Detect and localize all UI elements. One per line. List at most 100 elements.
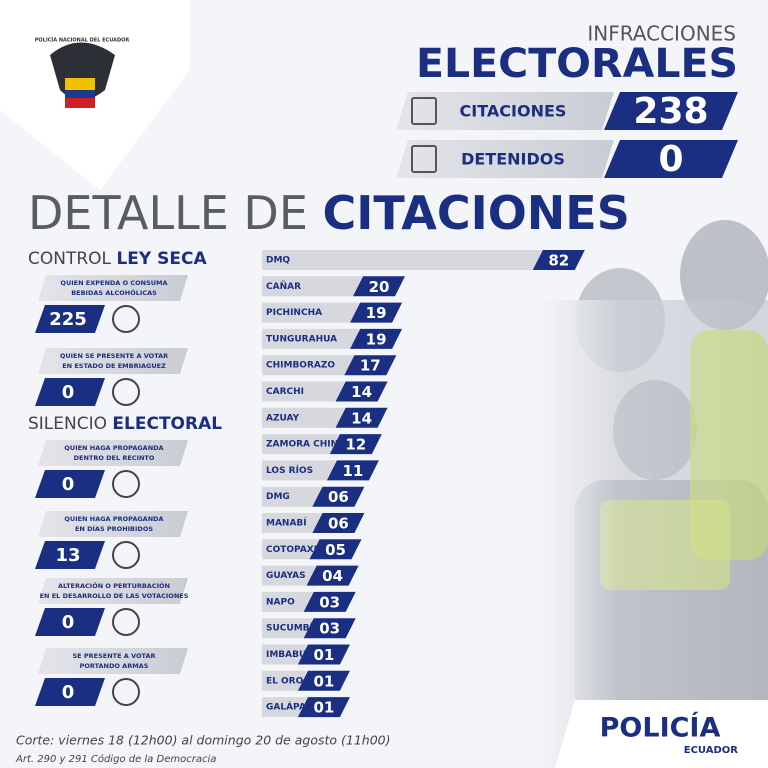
item-label: QUIEN HAGA PROPAGANDA: [64, 444, 163, 452]
item-icon: [112, 305, 140, 333]
bar: [262, 434, 339, 455]
item-label: ALTERACIÓN O PERTURBACIÓN: [58, 581, 170, 590]
officers-photo: [540, 220, 768, 768]
bar-value-box: [329, 434, 382, 455]
bar-value-label: 04: [322, 567, 343, 585]
group-title: SILENCIO ELECTORAL: [28, 414, 222, 434]
stat-value: 0: [658, 139, 683, 180]
bar-value-box: [335, 407, 388, 428]
bar-value-box: [309, 539, 362, 560]
bar: [262, 670, 307, 691]
bar-value-label: 20: [369, 278, 390, 296]
logo-country: ECUADOR: [684, 745, 739, 756]
item-label: PORTANDO ARMAS: [80, 662, 149, 670]
group-title-bold: ELECTORAL: [112, 414, 222, 434]
emblem-panel: [0, 0, 190, 190]
emblem-caption: POLICÍA NACIONAL DEL ECUADOR: [35, 36, 130, 44]
bar: [262, 618, 313, 639]
bar: [262, 697, 307, 718]
item-label-box: [38, 511, 188, 537]
bar: [262, 302, 360, 323]
footer-law: Art. 290 y 291 Código de la Democracia: [15, 753, 216, 765]
footer-period: Corte: viernes 18 (12h00) al domingo 20 …: [16, 733, 391, 748]
section-title-space: [308, 186, 323, 240]
bar: [262, 276, 362, 297]
bar-category: DMQ: [266, 256, 290, 266]
item-count-box: [35, 305, 105, 333]
item-icon: [112, 608, 140, 636]
bar-value-box: [303, 591, 356, 612]
bar: [262, 513, 322, 533]
bar-category: EL ORO: [266, 676, 304, 686]
group-title-light: SILENCIO: [28, 414, 107, 434]
item-label: EN DÍAS PROHIBIDOS: [75, 524, 153, 533]
bar: [262, 565, 316, 586]
item-label-box: [38, 275, 188, 301]
bar-category: CARCHI: [266, 387, 304, 397]
bar-value-label: 82: [548, 252, 569, 270]
item-count: 0: [62, 612, 75, 633]
item-label: SE PRESENTE A VOTAR: [73, 652, 156, 660]
bar-value-label: 03: [319, 620, 340, 638]
item-count-box: [35, 678, 105, 706]
item-count: 0: [62, 474, 75, 495]
bar-value-box: [297, 644, 350, 665]
stat-value-box: [604, 92, 738, 130]
item-count: 0: [62, 382, 75, 403]
item-label: EN ESTADO DE EMBRIAGUEZ: [62, 362, 166, 370]
bar: [262, 644, 307, 665]
bar-value-label: 01: [313, 646, 334, 664]
group-title: CONTROL LEY SECA: [28, 249, 207, 269]
bar-category: COTOPAXI: [266, 545, 317, 555]
item-count: 0: [62, 682, 75, 703]
item-label: QUIEN SE PRESENTE A VOTAR: [60, 352, 168, 360]
group-title-light: CONTROL: [28, 249, 112, 269]
section-title-light: DETALLE DE: [28, 186, 308, 240]
bar: [262, 486, 322, 507]
item-label-box: [38, 348, 188, 374]
bar-category: TUNGURAHUA: [266, 334, 337, 344]
bar-value-box: [306, 565, 359, 586]
item-label: DENTRO DEL RECINTO: [74, 454, 155, 462]
bar-value-box: [312, 486, 365, 507]
bar-value-label: 11: [342, 462, 363, 480]
bar: [262, 328, 360, 349]
stat-label-box: [396, 140, 614, 178]
bar-value-label: 19: [366, 304, 387, 322]
bar-category: NAPO: [266, 597, 295, 607]
stat-value: 238: [633, 91, 708, 132]
bar-value-label: 03: [319, 593, 340, 611]
section-title: DETALLE DE CITACIONES: [28, 186, 630, 240]
bar: [262, 591, 313, 612]
bar: [262, 250, 542, 270]
item-count-box: [35, 470, 105, 498]
header-title-main: ELECTORALES: [416, 41, 738, 87]
bar-value-label: 01: [313, 699, 334, 717]
bar-category: PICHINCHA: [266, 308, 322, 318]
bar-category: MANABÍ: [266, 517, 307, 529]
item-label: QUIEN HAGA PROPAGANDA: [64, 515, 163, 523]
bar-value-label: 14: [351, 409, 372, 427]
bar-category: LOS RÍOS: [266, 464, 313, 476]
bar-value-label: 05: [325, 541, 346, 559]
stat-value-box: [604, 140, 738, 178]
item-label: EN EL DESARROLLO DE LAS VOTACIONES: [40, 592, 189, 600]
bar-category: IMBABURA: [266, 650, 320, 660]
bar-value-box: [297, 697, 350, 718]
stat-icon: [411, 145, 437, 173]
item-label: QUIEN EXPENDA O CONSUMA: [60, 279, 167, 287]
bar-value-box: [532, 250, 585, 270]
bar-category: ZAMORA CHINCHIPE: [266, 440, 368, 450]
bar-value-box: [350, 302, 403, 323]
bar-value-box: [353, 276, 405, 297]
item-label-box: [38, 648, 188, 674]
item-count-box: [35, 378, 105, 406]
bar-value-box: [350, 328, 403, 349]
item-count: 225: [49, 309, 87, 330]
bar-category: CHIMBORAZO: [266, 361, 335, 371]
bar-category: DMG: [266, 492, 290, 502]
section-title-bold: CITACIONES: [323, 186, 630, 240]
